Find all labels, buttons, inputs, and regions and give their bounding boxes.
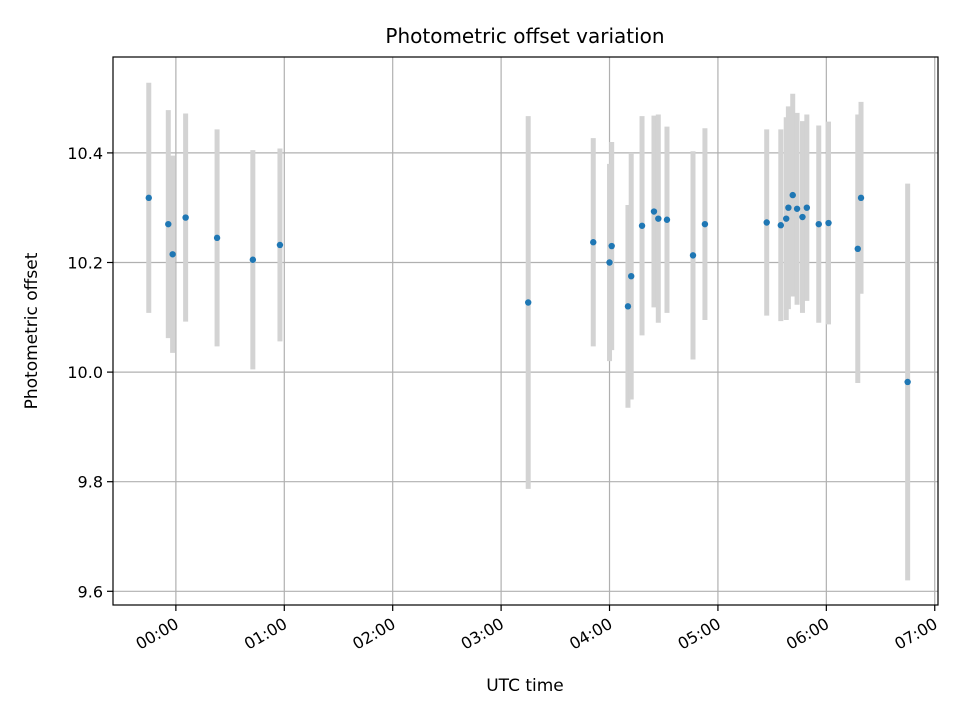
data-point (213, 234, 221, 242)
data-point (276, 241, 284, 249)
data-point (815, 220, 822, 228)
data-point (655, 215, 662, 222)
data-point (783, 215, 790, 222)
y-tick-label: 10.0 (67, 363, 103, 382)
data-point (165, 220, 172, 228)
data-point (624, 303, 632, 310)
y-tick-label: 10.2 (67, 254, 103, 273)
data-point (689, 252, 697, 259)
data-point (793, 205, 801, 212)
data-point (627, 273, 635, 280)
data-point (608, 242, 615, 250)
plot-frame (112, 56, 939, 606)
data-point (785, 204, 792, 211)
data-point (777, 222, 785, 229)
data-point (606, 259, 613, 266)
y-tick-label: 9.6 (78, 582, 103, 601)
y-tick-label: 10.4 (67, 144, 103, 163)
data-point (590, 239, 597, 246)
y-tick-label: 9.8 (78, 473, 103, 492)
data-point (799, 213, 806, 221)
data-point (789, 191, 796, 199)
data-point (182, 214, 189, 221)
data-point (145, 194, 152, 202)
data-point (249, 256, 257, 263)
data-point (650, 208, 658, 215)
x-axis-label: UTC time (486, 676, 564, 696)
y-axis-label: Photometric offset (22, 252, 42, 409)
data-point (169, 251, 176, 258)
data-point (701, 220, 709, 228)
data-point (857, 194, 865, 202)
data-point (663, 216, 671, 223)
data-point (803, 204, 811, 211)
data-point (763, 219, 770, 226)
data-point (638, 222, 646, 229)
data-point (825, 219, 832, 227)
chart-title: Photometric offset variation (385, 24, 664, 48)
data-points (145, 191, 911, 386)
y-axis: 9.6 9.8 10.0 10.2 10.4 (67, 144, 113, 601)
data-point (525, 299, 532, 306)
data-point (904, 378, 911, 386)
data-point (854, 245, 861, 252)
